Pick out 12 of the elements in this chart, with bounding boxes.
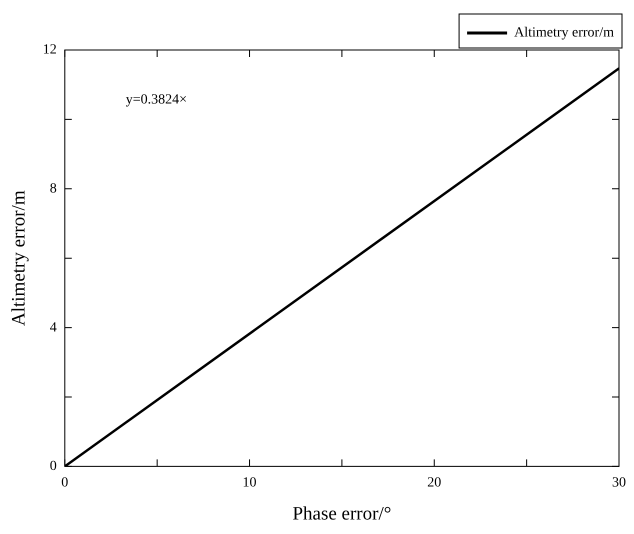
y-tick-label: 8 — [50, 181, 57, 196]
y-tick-label: 12 — [42, 42, 57, 58]
y-axis-title: Altimetry error/m — [8, 190, 30, 326]
y-tick-label: 0 — [50, 459, 57, 474]
y-tick-label: 4 — [50, 320, 57, 336]
x-tick-label: 30 — [612, 475, 626, 490]
annotation: y=0.3824× — [126, 92, 188, 108]
x-tick-label: 10 — [242, 475, 257, 490]
legend-label: Altimetry error/m — [514, 26, 614, 41]
x-axis-title: Phase error/° — [292, 504, 392, 525]
x-tick-label: 0 — [61, 475, 68, 490]
x-tick-label: 20 — [427, 475, 442, 490]
